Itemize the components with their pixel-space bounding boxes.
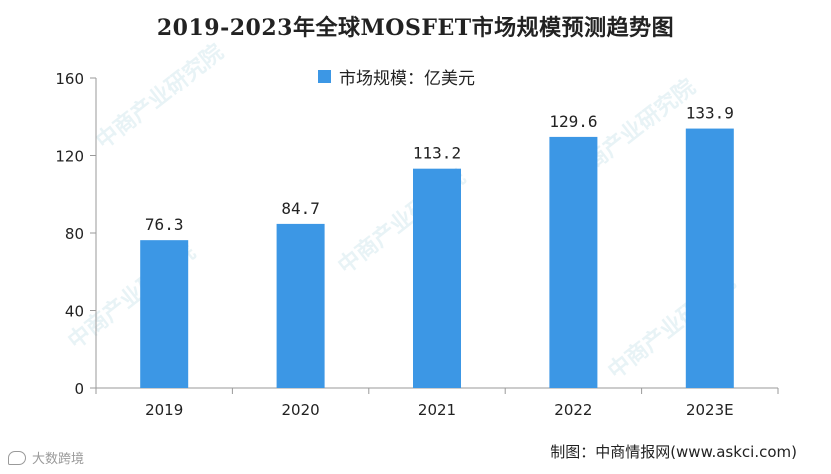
legend-swatch: [318, 70, 331, 83]
y-tick-label: 40: [65, 303, 84, 321]
chart-title: 2019-2023年全球MOSFET市场规模预测趋势图: [156, 15, 675, 41]
chart-legend: 市场规模：亿美元: [318, 64, 475, 89]
data-label: 133.9: [686, 104, 734, 123]
x-tick-label: 2021: [418, 401, 456, 419]
y-tick-label: 120: [55, 148, 84, 166]
data-label: 113.2: [413, 144, 461, 163]
x-tick-label: 2020: [282, 401, 320, 419]
bar: [276, 223, 325, 388]
data-label: 129.6: [549, 112, 597, 131]
data-label: 76.3: [145, 215, 184, 234]
chat-bubble-icon: [8, 450, 26, 465]
y-tick-label: 160: [55, 70, 84, 88]
credit-text: 大数跨境: [32, 452, 85, 467]
source-note: 制图：中商情报网(www.askci.com): [550, 443, 797, 461]
credit: 大数跨境: [8, 448, 84, 467]
bar: [140, 240, 189, 388]
bar: [549, 136, 598, 388]
y-tick-label: 0: [74, 380, 84, 398]
data-label: 84.7: [281, 199, 320, 218]
x-tick-label: 2019: [145, 401, 183, 419]
x-tick-label: 2023E: [686, 401, 734, 419]
legend-label: 市场规模：亿美元: [339, 69, 475, 89]
bar: [413, 168, 461, 388]
y-tick-label: 80: [65, 225, 84, 243]
bar: [685, 128, 734, 388]
x-tick-label: 2022: [554, 401, 592, 419]
